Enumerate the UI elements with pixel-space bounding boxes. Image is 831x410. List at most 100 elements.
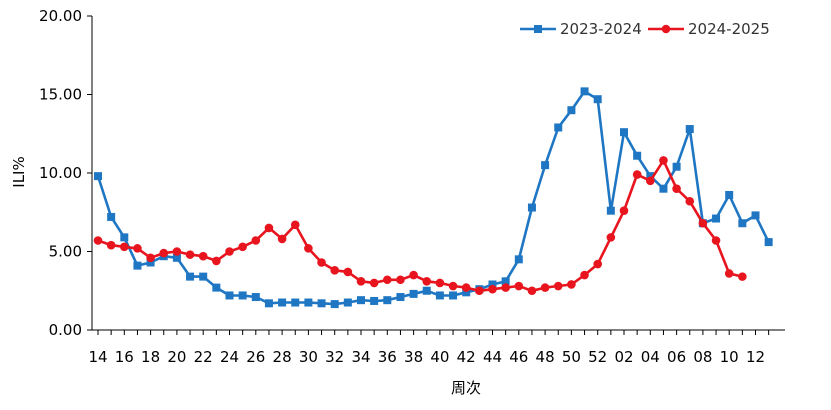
data-point-circle xyxy=(527,286,537,296)
data-point-square xyxy=(343,298,352,307)
x-axis-title: 周次 xyxy=(451,379,481,397)
data-point-circle xyxy=(409,270,418,280)
data-point-circle xyxy=(120,242,129,252)
data-point-square xyxy=(685,125,694,134)
x-tick-label: 06 xyxy=(667,348,686,366)
x-tick-label: 02 xyxy=(614,348,633,366)
y-tick-label: 10.00 xyxy=(39,164,82,182)
data-point-square xyxy=(304,298,313,307)
data-point-circle xyxy=(225,247,234,256)
data-point-circle xyxy=(711,236,721,245)
data-point-square xyxy=(133,261,142,270)
x-tick-label: 38 xyxy=(404,348,423,366)
x-tick-label: 30 xyxy=(299,348,318,366)
data-point-circle xyxy=(198,251,208,261)
x-tick-label: 04 xyxy=(641,348,660,366)
data-point-square xyxy=(738,219,747,228)
data-point-square xyxy=(409,289,418,298)
data-point-square xyxy=(94,172,102,181)
data-point-circle xyxy=(383,275,392,285)
data-point-square xyxy=(146,258,155,267)
legend-marker-circle xyxy=(661,24,671,34)
data-point-square xyxy=(514,255,523,264)
data-point-square xyxy=(567,106,576,115)
data-point-circle xyxy=(317,258,326,267)
data-point-circle xyxy=(672,184,681,193)
data-point-square xyxy=(370,296,379,305)
x-tick-label: 20 xyxy=(167,348,186,366)
legend: 2023-2024 2024-2025 xyxy=(520,20,770,38)
data-point-square xyxy=(238,291,247,300)
data-point-circle xyxy=(212,256,221,266)
data-point-circle xyxy=(356,277,366,286)
data-point-square xyxy=(580,87,589,96)
data-point-square xyxy=(330,300,339,309)
data-point-square xyxy=(725,190,734,199)
data-point-square xyxy=(422,286,431,295)
x-tick-label: 16 xyxy=(115,348,134,366)
data-point-circle xyxy=(396,275,405,285)
legend-label: 2023-2024 xyxy=(560,20,642,38)
data-point-circle xyxy=(659,156,668,165)
data-point-circle xyxy=(435,278,445,288)
x-tick-label: 12 xyxy=(746,348,765,366)
data-point-square xyxy=(541,161,550,170)
data-point-circle xyxy=(185,250,195,259)
x-tick-label: 50 xyxy=(562,348,581,366)
data-point-square xyxy=(633,151,642,160)
data-point-circle xyxy=(553,281,563,291)
data-point-circle xyxy=(632,170,642,179)
x-tick-label: 18 xyxy=(141,348,160,366)
x-tick-label: 08 xyxy=(693,348,712,366)
legend-label: 2024-2025 xyxy=(688,20,770,38)
data-point-square xyxy=(186,272,195,281)
data-point-circle xyxy=(580,270,589,280)
data-point-square xyxy=(317,299,326,308)
data-point-circle xyxy=(93,236,103,245)
data-point-circle xyxy=(724,269,734,278)
data-point-square xyxy=(199,272,208,281)
x-tick-label: 14 xyxy=(88,348,107,366)
data-point-square xyxy=(225,291,234,300)
data-point-square xyxy=(462,288,471,297)
data-point-circle xyxy=(514,281,524,291)
x-tick-label: 52 xyxy=(588,348,607,366)
x-tick-label: 28 xyxy=(273,348,292,366)
y-tick-label: 15.00 xyxy=(39,86,82,104)
data-point-square xyxy=(264,299,273,308)
data-point-circle xyxy=(698,218,708,228)
axes: 0.00 5.00 10.00 15.00 20.00 14 16 18 20 22 24 26 28 3… xyxy=(39,7,785,366)
data-point-circle xyxy=(343,267,353,277)
data-point-circle xyxy=(369,278,379,288)
data-point-circle xyxy=(422,277,432,286)
data-point-square xyxy=(435,291,444,300)
x-tick-label: 24 xyxy=(220,348,239,366)
series-layer xyxy=(93,87,773,309)
legend-marker-square xyxy=(534,25,542,33)
data-point-square xyxy=(278,298,287,307)
data-point-circle xyxy=(277,234,287,244)
data-point-square xyxy=(606,206,615,215)
x-tick-label: 10 xyxy=(720,348,739,366)
data-point-square xyxy=(172,253,181,262)
x-tick-label: 26 xyxy=(246,348,265,366)
data-point-circle xyxy=(606,233,616,242)
data-point-circle xyxy=(619,206,629,215)
data-point-circle xyxy=(685,196,695,206)
x-tick-label: 46 xyxy=(509,348,528,366)
data-point-square xyxy=(501,277,510,286)
data-point-circle xyxy=(330,266,340,275)
data-point-circle xyxy=(172,247,182,256)
data-point-circle xyxy=(646,176,655,186)
x-tick-label: 48 xyxy=(536,348,555,366)
data-point-circle xyxy=(159,248,169,258)
data-point-circle xyxy=(461,283,471,292)
data-point-circle xyxy=(264,223,274,233)
data-point-square xyxy=(212,283,221,292)
data-point-square xyxy=(712,214,721,223)
y-tick-label: 0.00 xyxy=(49,321,82,339)
data-point-circle xyxy=(146,253,155,263)
data-point-circle xyxy=(290,220,300,230)
x-tick-label: 32 xyxy=(325,348,344,366)
data-point-square xyxy=(107,212,116,221)
